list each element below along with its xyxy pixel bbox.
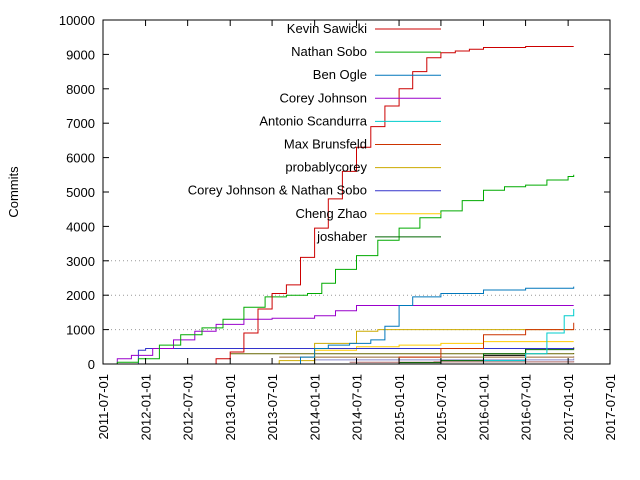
x-tick-label: 2015-07-01 (434, 374, 449, 441)
legend-label: Ben Ogle (313, 67, 367, 82)
grid-lines (103, 260, 610, 331)
y-axis-label: Commits (6, 166, 21, 218)
legend-label: Kevin Sawicki (287, 21, 367, 36)
y-tick-label: 4000 (66, 219, 95, 234)
x-tick-label: 2014-07-01 (350, 374, 365, 441)
series-line (286, 286, 575, 365)
y-tick-label: 6000 (66, 151, 95, 166)
legend-label: Cheng Zhao (295, 206, 367, 221)
series-line (258, 329, 574, 365)
series-line (114, 174, 575, 365)
x-tick-label: 2015-01-01 (392, 374, 407, 441)
series-line (198, 46, 574, 365)
y-tick-label: 2000 (66, 288, 95, 303)
x-tick-label: 2017-07-01 (603, 374, 618, 441)
y-tick-label: 8000 (66, 82, 95, 97)
legend-label: Max Brunsfeld (284, 137, 367, 152)
minor-series-line (314, 358, 575, 361)
y-tick-label: 0 (88, 357, 95, 372)
x-tick-label: 2017-01-01 (561, 374, 576, 441)
x-tick-label: 2012-01-01 (139, 374, 154, 441)
x-tick-label: 2014-01-01 (308, 374, 323, 441)
legend-label: Antonio Scandurra (259, 113, 367, 128)
x-tick-label: 2012-07-01 (181, 374, 196, 441)
y-tick-label: 1000 (66, 323, 95, 338)
legend-label: probablycorey (285, 160, 367, 175)
axis-ticks: 0 1000 2000 3000 4000 5000 6000 7000 8000 9000 100… (59, 13, 618, 441)
y-tick-label: 9000 (66, 47, 95, 62)
y-tick-label: 10000 (59, 13, 95, 28)
legend-label: joshaber (316, 229, 368, 244)
legend-label: Nathan Sobo (291, 44, 367, 59)
y-tick-label: 5000 (66, 185, 95, 200)
y-tick-label: 3000 (66, 254, 95, 269)
legend: Kevin Sawicki Nathan Sobo Ben Ogle Corey Jo… (188, 21, 441, 244)
x-tick-label: 2013-07-01 (265, 374, 280, 441)
x-tick-label: 2016-01-01 (476, 374, 491, 441)
x-tick-label: 2016-07-01 (519, 374, 534, 441)
minor-series-line (279, 356, 575, 358)
series-line (272, 341, 574, 365)
legend-label: Corey Johnson & Nathan Sobo (188, 183, 367, 198)
x-tick-label: 2013-01-01 (223, 374, 238, 441)
minor-series-line (230, 353, 575, 355)
minor-series-line (349, 361, 575, 363)
y-tick-label: 7000 (66, 116, 95, 131)
x-tick-label: 2011-07-01 (96, 374, 111, 440)
legend-label: Corey Johnson (280, 90, 367, 105)
